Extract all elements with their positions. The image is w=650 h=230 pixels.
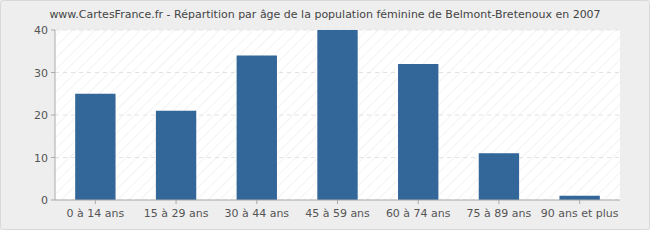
x-tick-label: 30 à 44 ans — [224, 207, 289, 220]
x-tick — [579, 200, 580, 204]
x-tick — [256, 200, 257, 204]
y-tick-label: 0 — [41, 194, 48, 207]
y-tick — [51, 157, 55, 158]
bar — [156, 111, 196, 200]
y-tick — [51, 72, 55, 73]
y-tick — [51, 115, 55, 116]
x-tick-label: 90 ans et plus — [541, 207, 619, 220]
y-tick — [51, 200, 55, 201]
bar — [559, 196, 599, 200]
y-axis — [55, 30, 56, 200]
bar — [75, 94, 115, 200]
y-tick-label: 30 — [34, 67, 48, 80]
x-tick — [95, 200, 96, 204]
title: www.CartesFrance.fr - Répartition par âg… — [49, 8, 600, 21]
x-tick — [418, 200, 419, 204]
y-tick-label: 20 — [34, 109, 48, 122]
x-tick — [337, 200, 338, 204]
x-tick-label: 15 à 29 ans — [144, 207, 209, 220]
bars — [75, 30, 600, 200]
plot-area — [55, 30, 620, 200]
x-tick — [498, 200, 499, 204]
y-tick-label: 40 — [34, 24, 48, 37]
bar — [479, 153, 519, 200]
x-tick-label: 0 à 14 ans — [67, 207, 125, 220]
chart-svg: www.CartesFrance.fr - Répartition par âg… — [0, 0, 650, 230]
x-tick-label: 60 à 74 ans — [386, 207, 451, 220]
x-tick-label: 45 à 59 ans — [305, 207, 370, 220]
background — [1, 1, 650, 230]
x-tick — [176, 200, 177, 204]
y-tick-label: 10 — [34, 152, 48, 165]
bar — [237, 56, 277, 201]
chart-root: www.CartesFrance.fr - Répartition par âg… — [0, 0, 650, 230]
x-tick-label: 75 à 89 ans — [467, 207, 532, 220]
bar — [317, 30, 357, 200]
y-tick — [51, 30, 55, 31]
bar — [398, 64, 438, 200]
